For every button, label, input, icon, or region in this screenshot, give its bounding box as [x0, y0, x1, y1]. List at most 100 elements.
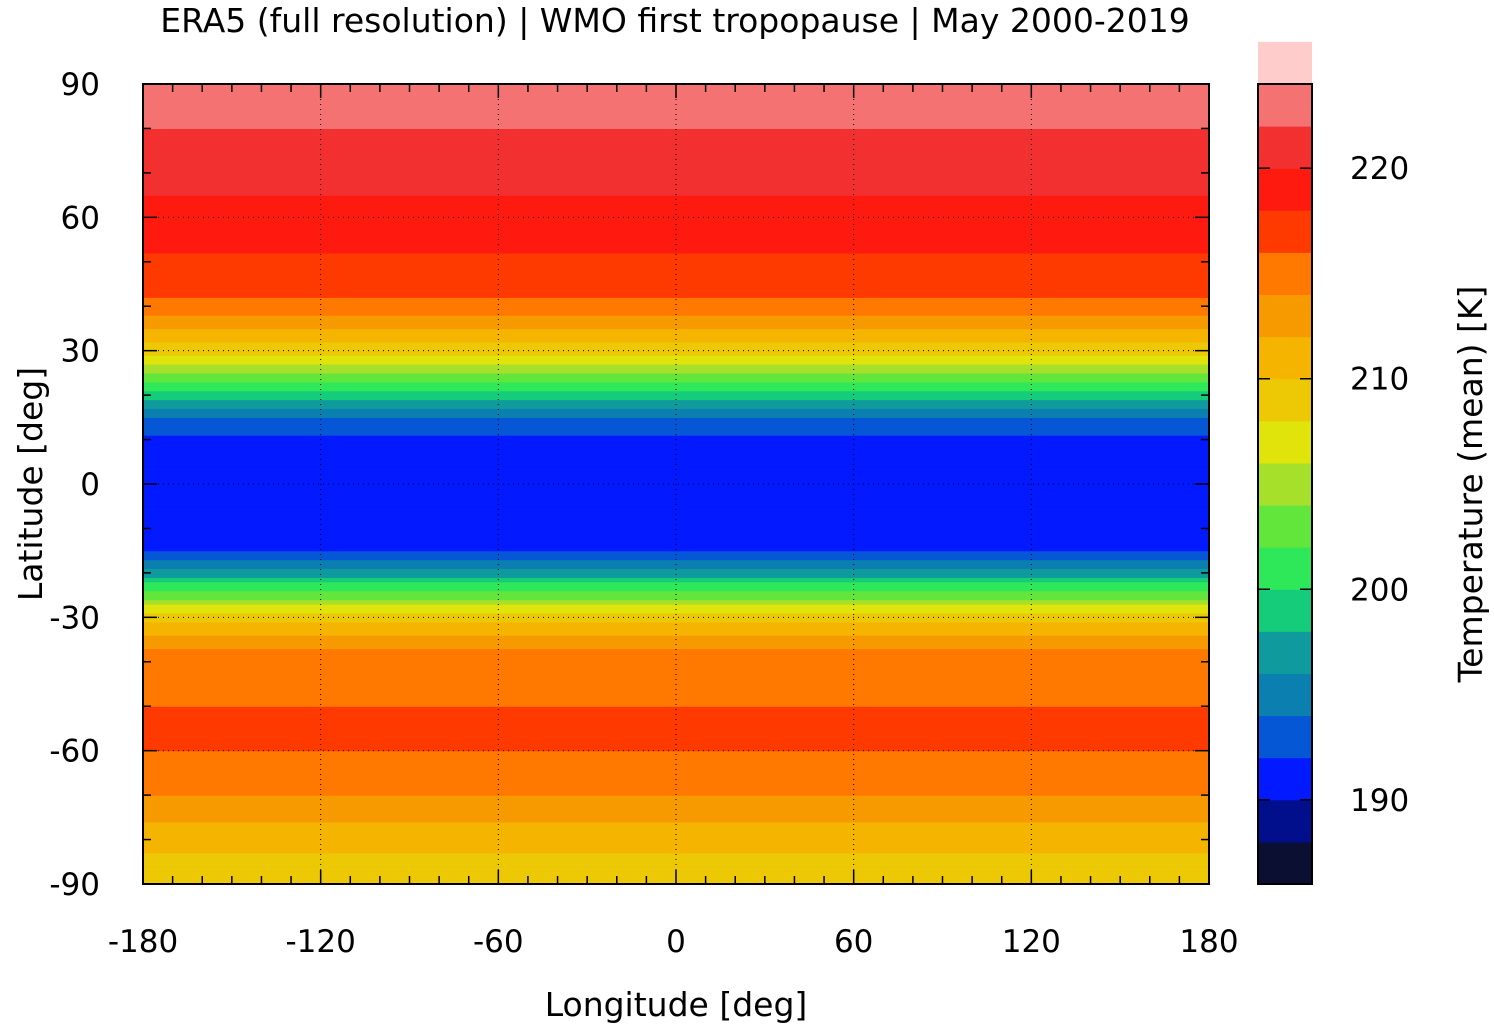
temperature-band [143, 195, 1209, 201]
temperature-band [143, 746, 1209, 752]
temperature-band [143, 692, 1209, 698]
temperature-band [143, 328, 1209, 334]
temperature-band [143, 444, 1209, 450]
y-tick-label: 60 [61, 200, 100, 236]
temperature-band [143, 515, 1209, 521]
temperature-band [143, 755, 1209, 761]
grid-lines [143, 84, 1209, 884]
temperature-band [143, 412, 1209, 418]
y-tick-label: -90 [49, 867, 100, 903]
colorbar-swatch [1258, 631, 1312, 674]
temperature-band [143, 630, 1209, 636]
temperature-band [143, 826, 1209, 832]
temperature-band [143, 790, 1209, 796]
x-tick-label: 120 [1002, 924, 1061, 960]
temperature-band [143, 452, 1209, 458]
temperature-band [143, 106, 1209, 112]
colorbar: 190 200 210 220 [1257, 41, 1409, 885]
temperature-band [143, 612, 1209, 618]
temperature-band [143, 199, 1209, 205]
colorbar-swatch [1258, 294, 1312, 338]
temperature-band [143, 439, 1209, 445]
colorbar-swatch [1258, 715, 1312, 759]
colorbar-swatch [1258, 84, 1312, 127]
colorbar-swatch [1258, 168, 1312, 211]
colorbar-swatch [1258, 378, 1312, 422]
temperature-band [143, 590, 1209, 596]
temperature-band [143, 688, 1209, 694]
temperature-band [143, 159, 1209, 165]
temperature-band [143, 288, 1209, 294]
temperature-band [143, 559, 1209, 565]
temperature-band [143, 732, 1209, 738]
temperature-band [143, 132, 1209, 138]
temperature-band [143, 164, 1209, 170]
plot-area: -180 -120 -60 0 60 120 180 90 60 30 0 -30 -60 -90 [49, 67, 1238, 960]
temperature-band [143, 852, 1209, 858]
temperature-band [143, 639, 1209, 645]
temperature-band [143, 568, 1209, 574]
temperature-band [143, 866, 1209, 872]
temperature-band [143, 492, 1209, 498]
x-tick-label: -120 [285, 924, 355, 960]
temperature-band [143, 555, 1209, 561]
colorbar-tick-label: 190 [1350, 783, 1409, 819]
temperature-band [143, 408, 1209, 414]
temperature-band [143, 572, 1209, 578]
temperature-band [143, 350, 1209, 356]
temperature-band [143, 359, 1209, 365]
temperature-band [143, 635, 1209, 641]
x-tick-label: 0 [666, 924, 686, 960]
temperature-band [143, 399, 1209, 405]
temperature-band [143, 510, 1209, 516]
temperature-band [143, 186, 1209, 192]
temperature-band [143, 586, 1209, 592]
temperature-band [143, 808, 1209, 814]
colorbar-tick-label: 220 [1350, 151, 1409, 187]
temperature-band [143, 430, 1209, 436]
temperature-band [143, 648, 1209, 654]
temperature-band [143, 546, 1209, 552]
temperature-band [143, 390, 1209, 396]
temperature-band [143, 564, 1209, 570]
temperature-band [143, 168, 1209, 174]
temperature-band [143, 670, 1209, 676]
temperature-band [143, 150, 1209, 156]
temperature-band [143, 270, 1209, 276]
colorbar-swatch [1258, 462, 1312, 506]
colorbar-frame [1257, 83, 1313, 885]
temperature-band [143, 266, 1209, 272]
temperature-band [143, 528, 1209, 534]
temperature-band [143, 786, 1209, 792]
temperature-band [143, 835, 1209, 841]
temperature-band [143, 310, 1209, 316]
y-tick-label: 90 [61, 67, 100, 103]
temperature-band [143, 230, 1209, 236]
colorbar-swatch [1258, 841, 1312, 885]
x-tick-label: 180 [1179, 924, 1238, 960]
colorbar-swatch [1258, 41, 1312, 85]
temperature-band [143, 346, 1209, 352]
temperature-band [143, 724, 1209, 730]
temperature-band [143, 404, 1209, 410]
temperature-band [143, 119, 1209, 125]
temperature-band [143, 208, 1209, 214]
temperature-band [143, 306, 1209, 312]
temperature-band [143, 608, 1209, 614]
temperature-band [143, 728, 1209, 734]
temperature-band [143, 248, 1209, 254]
temperature-band [143, 595, 1209, 601]
temperature-band [143, 684, 1209, 690]
temperature-band [143, 279, 1209, 285]
colorbar-swatch [1258, 673, 1312, 717]
colorbar-swatch [1258, 336, 1312, 380]
temperature-band [143, 550, 1209, 556]
temperature-band [143, 190, 1209, 196]
temperature-band [143, 368, 1209, 374]
colorbar-swatch [1258, 757, 1312, 801]
y-tick-label: -60 [49, 734, 100, 770]
y-tick-label: -30 [49, 600, 100, 636]
temperature-band [143, 844, 1209, 850]
temperature-band [143, 332, 1209, 338]
